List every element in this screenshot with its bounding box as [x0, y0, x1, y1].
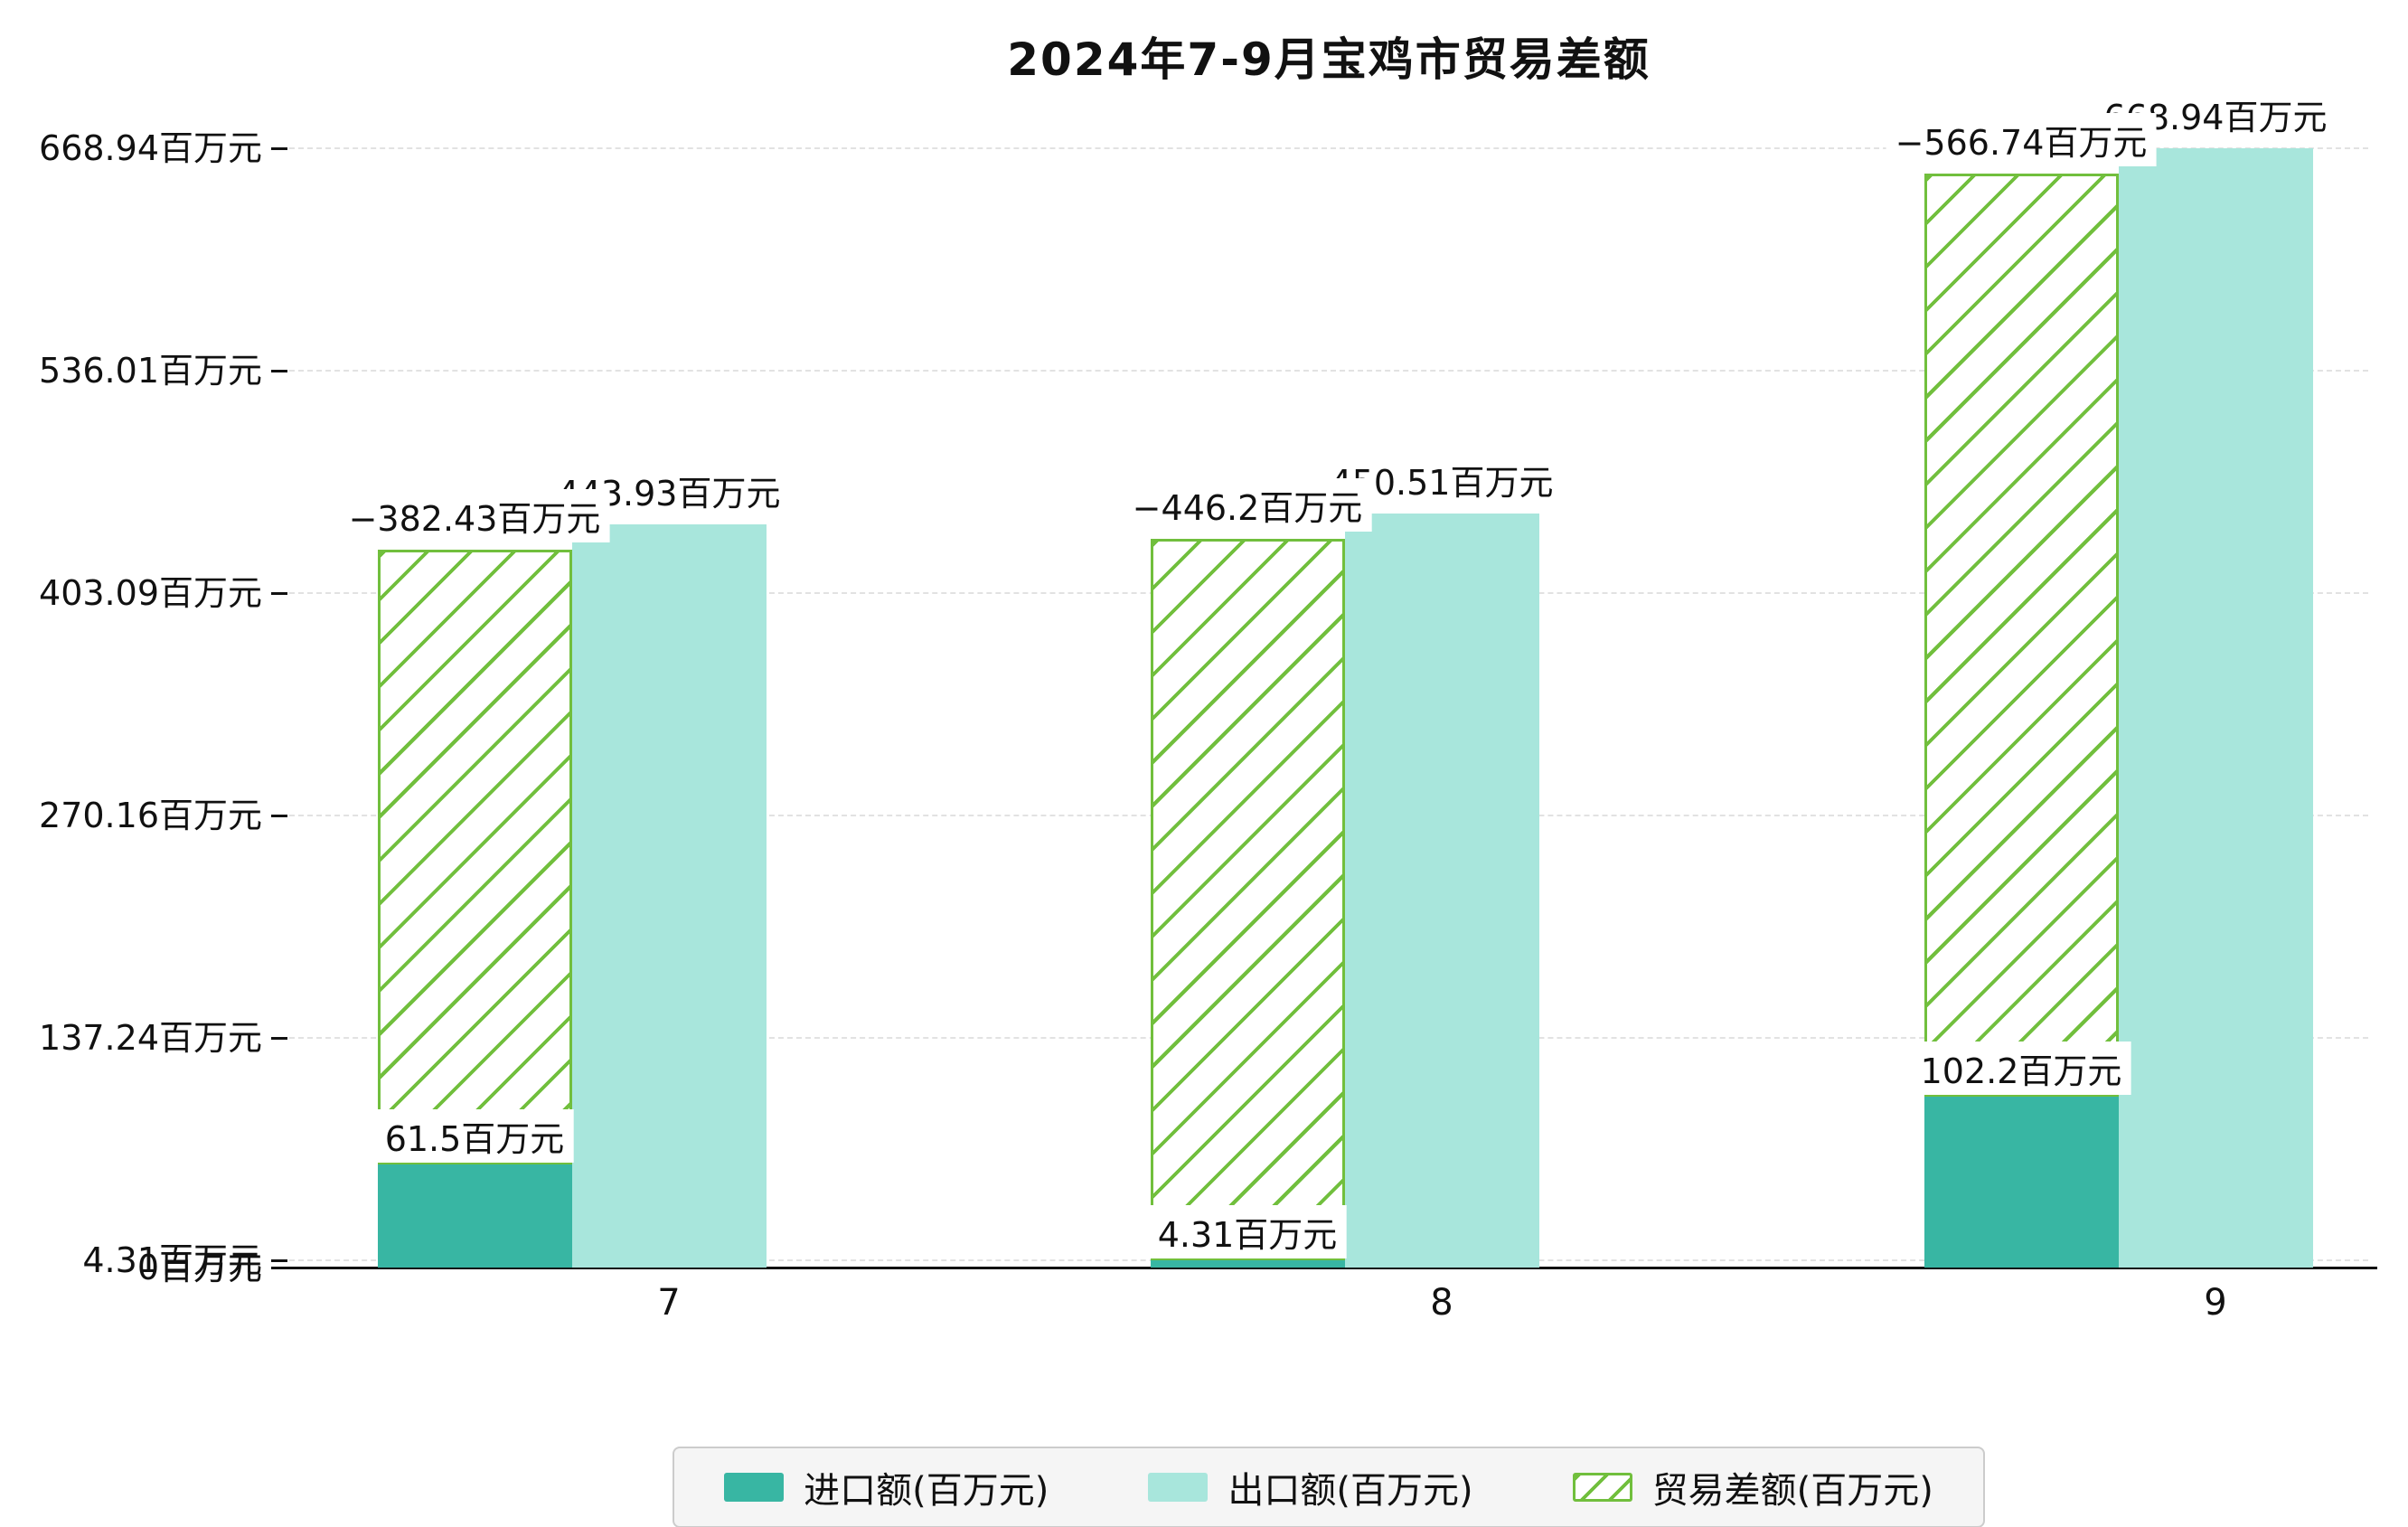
- y-tick-mark: [271, 370, 287, 372]
- bar-export-7: [571, 524, 767, 1268]
- y-tick-mark: [271, 815, 287, 818]
- legend-item-trade-balance: 贸易差额(百万元): [1572, 1461, 1933, 1513]
- x-tick-label-8: 8: [1430, 1282, 1453, 1324]
- legend-label-import: 进口额(百万元): [804, 1470, 1049, 1512]
- chart-title: 2024年7-9月宝鸡市贸易差额: [1007, 33, 1651, 86]
- y-tick-mark: [271, 1259, 287, 1263]
- y-tick-label: 270.16百万元: [39, 796, 262, 836]
- y-tick-mark: [271, 147, 287, 150]
- legend-label-trade-balance: 贸易差额(百万元): [1651, 1470, 1933, 1512]
- y-tick-mark: [271, 592, 287, 595]
- legend-item-export: 出口额(百万元): [1148, 1461, 1473, 1513]
- legend-swatch-import: [724, 1473, 785, 1502]
- bar-import-8: [1150, 1260, 1345, 1268]
- data-label-import-7: 61.5百万元: [375, 1109, 574, 1164]
- bar-import-9: [1924, 1096, 2119, 1268]
- data-label-trade-balance-8: −446.2百万元: [1123, 478, 1372, 533]
- y-tick-label: 536.01百万元: [39, 351, 262, 391]
- bar-export-9: [2118, 148, 2313, 1268]
- legend-item-import: 进口额(百万元): [724, 1461, 1049, 1513]
- gridline: [289, 147, 2368, 149]
- x-tick-label-9: 9: [2204, 1282, 2227, 1324]
- data-label-trade-balance-7: −382.43百万元: [339, 489, 610, 543]
- legend-swatch-trade-balance: [1572, 1473, 1632, 1502]
- bar-import-7: [377, 1164, 572, 1268]
- legend-box: 进口额(百万元) 出口额(百万元) 贸易差额(百万元): [673, 1447, 1985, 1527]
- data-label-import-8: 4.31百万元: [1148, 1205, 1347, 1259]
- bar-trade-balance-8: [1150, 539, 1345, 1260]
- bar-trade-balance-9: [1924, 174, 2119, 1097]
- bar-trade-balance-7: [377, 550, 572, 1165]
- x-tick-label-7: 7: [657, 1282, 681, 1324]
- legend-swatch-export: [1148, 1473, 1209, 1502]
- y-tick-mark: [271, 1037, 287, 1040]
- data-label-import-9: 102.2百万元: [1911, 1041, 2131, 1095]
- bar-export-8: [1344, 514, 1539, 1268]
- y-tick-label: 0百万元: [136, 1248, 262, 1287]
- y-tick-label: 403.09百万元: [39, 573, 262, 613]
- y-tick-label: 137.24百万元: [39, 1018, 262, 1058]
- x-axis-line: [271, 1267, 2377, 1269]
- legend: 进口额(百万元) 出口额(百万元) 贸易差额(百万元): [289, 1447, 2368, 1527]
- y-tick-label: 4.31百万元: [82, 1240, 262, 1281]
- gridline: [289, 370, 2368, 372]
- data-label-trade-balance-9: −566.74百万元: [1886, 113, 2157, 166]
- legend-label-export: 出口额(百万元): [1228, 1470, 1473, 1512]
- y-tick-label: 668.94百万元: [39, 128, 262, 168]
